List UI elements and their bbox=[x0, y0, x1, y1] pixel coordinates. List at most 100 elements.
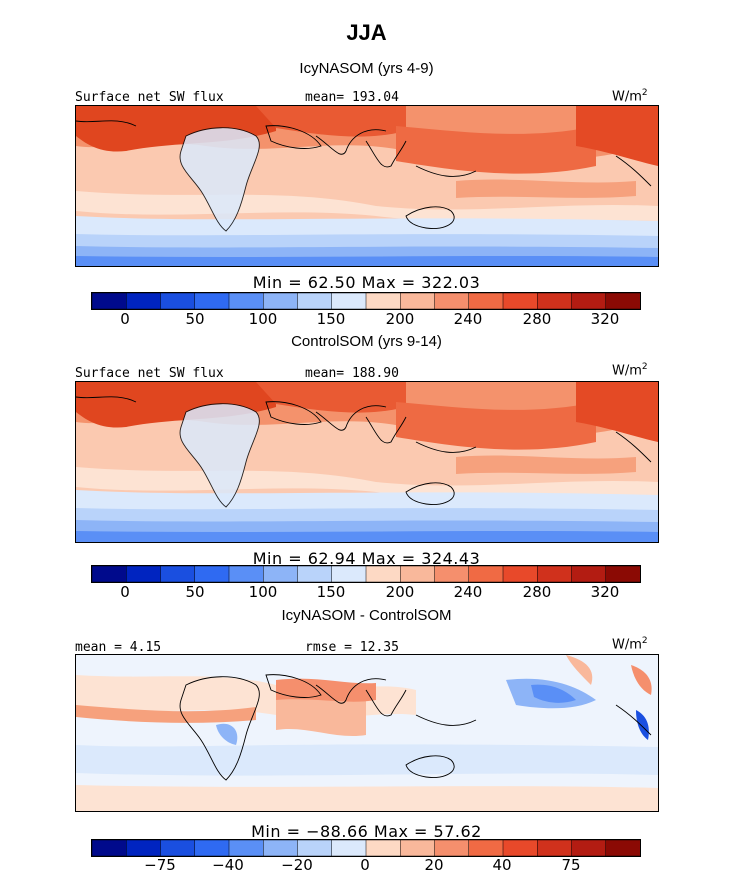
panel-3-colorbar bbox=[91, 839, 641, 857]
panel-1-map-svg bbox=[76, 106, 658, 266]
colorbar-swatch bbox=[194, 839, 230, 857]
panel-3-unit: W/m2 bbox=[612, 636, 648, 653]
colorbar-swatch bbox=[400, 565, 436, 583]
panel-3-min-max: Min = −88.66 Max = 57.62 bbox=[251, 822, 482, 841]
colorbar-swatch bbox=[605, 565, 641, 583]
panel-2-colorbar bbox=[91, 565, 641, 583]
colorbar-tick: 0 bbox=[360, 856, 370, 874]
colorbar-swatch bbox=[605, 839, 641, 857]
panel-2-field-label: Surface net SW flux bbox=[75, 366, 224, 381]
colorbar-swatch bbox=[91, 839, 127, 857]
colorbar-swatch bbox=[91, 565, 127, 583]
colorbar-swatch bbox=[126, 565, 162, 583]
panel-2-unit: W/m2 bbox=[612, 362, 648, 379]
colorbar-swatch bbox=[537, 565, 573, 583]
colorbar-tick: 280 bbox=[522, 310, 552, 328]
colorbar-tick: −75 bbox=[144, 856, 176, 874]
panel-2-min-max: Min = 62.94 Max = 324.43 bbox=[252, 549, 481, 568]
panel-3-colorbar-ticks: −75 −40 −20 0 20 40 75 bbox=[0, 856, 733, 876]
colorbar-swatch bbox=[194, 292, 230, 310]
colorbar-tick: 240 bbox=[453, 583, 483, 601]
panel-1-unit: W/m2 bbox=[612, 88, 648, 105]
panel-3-subtitle: IcyNASOM - ControlSOM bbox=[281, 607, 452, 624]
colorbar-swatch bbox=[468, 839, 504, 857]
panel-2-mean-label: mean= 188.90 bbox=[305, 366, 399, 381]
colorbar-swatch bbox=[468, 565, 504, 583]
panel-1-colorbar-ticks: 0 50 100 150 200 240 280 320 bbox=[0, 310, 733, 330]
colorbar-swatch bbox=[126, 839, 162, 857]
colorbar-swatch bbox=[331, 565, 367, 583]
panel-3-colorbar-svg bbox=[91, 839, 641, 857]
colorbar-swatch bbox=[502, 565, 538, 583]
colorbar-tick: 320 bbox=[590, 583, 620, 601]
colorbar-swatch bbox=[160, 839, 196, 857]
colorbar-swatch bbox=[297, 292, 333, 310]
colorbar-swatch bbox=[228, 292, 264, 310]
colorbar-tick: 200 bbox=[385, 310, 415, 328]
panel-1-colorbar-svg bbox=[91, 292, 641, 310]
colorbar-tick: 280 bbox=[522, 583, 552, 601]
panel-1-map bbox=[75, 105, 659, 267]
panel-1-colorbar bbox=[91, 292, 641, 310]
colorbar-tick: 320 bbox=[590, 310, 620, 328]
colorbar-swatch bbox=[160, 565, 196, 583]
panel-2-colorbar-ticks: 0 50 100 150 200 240 280 320 bbox=[0, 583, 733, 603]
colorbar-tick: −40 bbox=[212, 856, 244, 874]
colorbar-tick: 150 bbox=[316, 310, 346, 328]
colorbar-swatch bbox=[228, 565, 264, 583]
colorbar-swatch bbox=[126, 292, 162, 310]
figure-title: JJA bbox=[346, 20, 387, 45]
panel-3-rmse-label: rmse = 12.35 bbox=[305, 640, 399, 655]
colorbar-swatch bbox=[91, 292, 127, 310]
colorbar-tick: 0 bbox=[120, 583, 130, 601]
colorbar-swatch bbox=[160, 292, 196, 310]
colorbar-tick: 200 bbox=[385, 583, 415, 601]
colorbar-swatch bbox=[537, 292, 573, 310]
colorbar-tick: 40 bbox=[492, 856, 512, 874]
colorbar-swatch bbox=[297, 565, 333, 583]
colorbar-swatch bbox=[194, 565, 230, 583]
colorbar-swatch bbox=[400, 292, 436, 310]
colorbar-swatch bbox=[228, 839, 264, 857]
panel-3-mean-label: mean = 4.15 bbox=[75, 640, 162, 655]
colorbar-tick: 50 bbox=[185, 310, 205, 328]
colorbar-tick: 100 bbox=[248, 583, 278, 601]
panel-1-min-max: Min = 62.50 Max = 322.03 bbox=[252, 273, 481, 292]
panel-2-subtitle: ControlSOM (yrs 9-14) bbox=[291, 333, 442, 350]
colorbar-swatch bbox=[263, 839, 299, 857]
panel-1-field-label: Surface net SW flux bbox=[75, 90, 224, 105]
colorbar-swatch bbox=[434, 839, 470, 857]
colorbar-tick: 75 bbox=[561, 856, 581, 874]
panel-3-map-svg bbox=[76, 655, 658, 811]
colorbar-swatch bbox=[331, 292, 367, 310]
colorbar-tick: 0 bbox=[120, 310, 130, 328]
colorbar-swatch bbox=[571, 292, 607, 310]
colorbar-tick: 20 bbox=[424, 856, 444, 874]
colorbar-tick: 50 bbox=[185, 583, 205, 601]
colorbar-swatch bbox=[571, 839, 607, 857]
colorbar-swatch bbox=[468, 292, 504, 310]
colorbar-swatch bbox=[365, 292, 401, 310]
panel-2-map bbox=[75, 381, 659, 543]
colorbar-swatch bbox=[434, 292, 470, 310]
panel-3-map bbox=[75, 654, 659, 812]
colorbar-swatch bbox=[365, 839, 401, 857]
colorbar-tick: 100 bbox=[248, 310, 278, 328]
colorbar-swatch bbox=[400, 839, 436, 857]
colorbar-swatch bbox=[263, 292, 299, 310]
colorbar-tick: −20 bbox=[281, 856, 313, 874]
colorbar-swatch bbox=[331, 839, 367, 857]
colorbar-tick: 150 bbox=[316, 583, 346, 601]
colorbar-swatch bbox=[537, 839, 573, 857]
panel-1-mean-label: mean= 193.04 bbox=[305, 90, 399, 105]
colorbar-swatch bbox=[434, 565, 470, 583]
panel-2-colorbar-svg bbox=[91, 565, 641, 583]
colorbar-swatch bbox=[502, 839, 538, 857]
panel-2-map-svg bbox=[76, 382, 658, 542]
colorbar-tick: 240 bbox=[453, 310, 483, 328]
colorbar-swatch bbox=[365, 565, 401, 583]
colorbar-swatch bbox=[297, 839, 333, 857]
panel-1-subtitle: IcyNASOM (yrs 4-9) bbox=[299, 60, 434, 77]
colorbar-swatch bbox=[605, 292, 641, 310]
colorbar-swatch bbox=[263, 565, 299, 583]
